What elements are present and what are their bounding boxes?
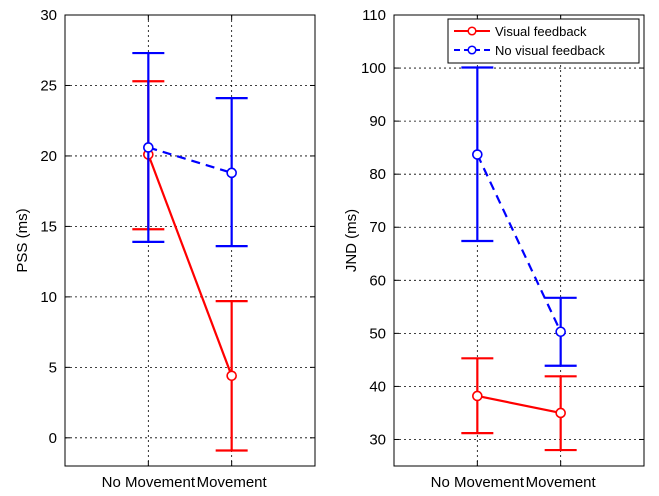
y-tick-label: 5 xyxy=(49,359,57,376)
y-tick-label: 80 xyxy=(369,166,386,183)
y-tick-label: 40 xyxy=(369,378,386,395)
series-2 xyxy=(461,66,577,367)
series-1 xyxy=(132,80,248,452)
y-axis-label: JND (ms) xyxy=(343,209,360,272)
y-tick-label: 30 xyxy=(40,7,57,24)
plot-frame xyxy=(64,14,316,467)
series-line xyxy=(477,394,561,415)
series-line xyxy=(476,154,562,333)
y-tick-label: 20 xyxy=(40,148,57,165)
data-point xyxy=(555,407,566,419)
y-tick-label: 110 xyxy=(362,7,386,24)
y-tick-label: 70 xyxy=(369,219,386,236)
y-tick-label: 60 xyxy=(369,272,386,289)
y-tick-label: 90 xyxy=(369,113,386,130)
chart-panel-2: 30 40 50 60 70 80 90 100 110 No Movement Movement J… xyxy=(343,7,645,491)
y-tick-label: 10 xyxy=(40,289,57,306)
x-tick-label: Movement xyxy=(197,474,268,491)
data-point xyxy=(472,390,483,402)
legend-label: Visual feedback xyxy=(495,24,587,39)
y-tick-label: 50 xyxy=(369,325,386,342)
data-point xyxy=(472,149,483,160)
series-line xyxy=(148,146,232,174)
data-point xyxy=(143,142,154,153)
x-tick-label: Movement xyxy=(526,474,597,491)
y-tick-label: 30 xyxy=(369,431,386,448)
legend: Visual feedback No visual feedback xyxy=(447,18,640,64)
data-point xyxy=(226,167,237,179)
legend-box xyxy=(447,18,640,64)
chart-panel-1: 0 5 10 15 20 25 30 No Movement Movement PSS (ms) xyxy=(14,7,316,491)
y-tick-label: 25 xyxy=(40,77,57,94)
series-1 xyxy=(461,357,577,452)
legend-marker xyxy=(467,45,477,55)
data-point xyxy=(555,326,566,338)
x-tick-label: No Movement xyxy=(102,474,196,491)
y-tick-label: 0 xyxy=(49,430,57,447)
data-point xyxy=(226,370,237,382)
y-tick-label: 100 xyxy=(361,60,386,77)
y-tick-label: 15 xyxy=(40,218,57,235)
legend-marker xyxy=(467,26,477,36)
plot-frame xyxy=(393,14,645,467)
x-tick-label: No Movement xyxy=(431,474,525,491)
series-line xyxy=(147,154,233,377)
y-axis-label: PSS (ms) xyxy=(14,208,31,272)
legend-label: No visual feedback xyxy=(495,43,605,58)
series-2 xyxy=(132,51,248,248)
